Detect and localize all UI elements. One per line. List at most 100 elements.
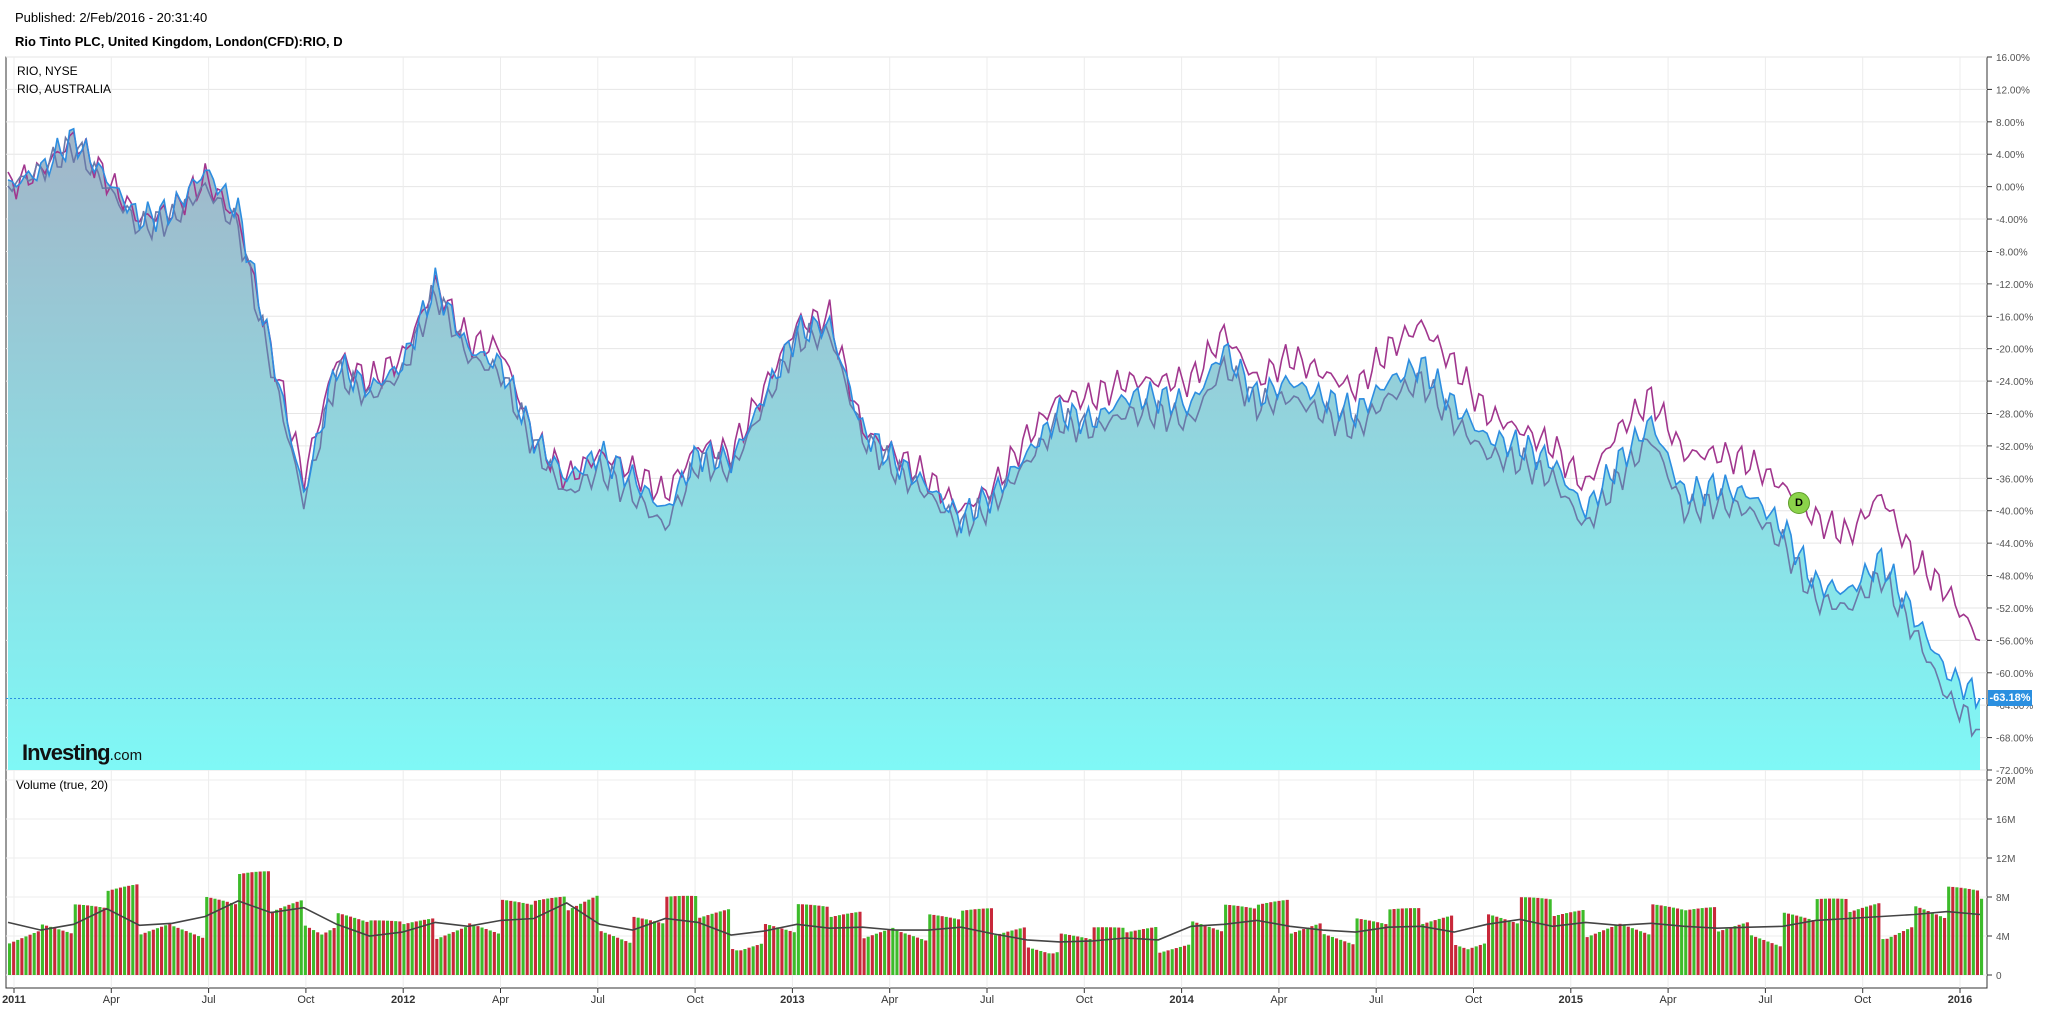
volume-bar <box>1733 926 1737 975</box>
volume-bar <box>94 906 98 975</box>
volume-bar <box>1491 915 1495 975</box>
volume-bar <box>1737 924 1741 975</box>
volume-bar <box>640 918 644 975</box>
volume-bar <box>1351 944 1355 975</box>
volume-bar <box>209 897 213 975</box>
volume-bar <box>390 920 394 975</box>
volume-bar <box>763 924 768 975</box>
volume-bar <box>1462 947 1466 975</box>
volume-bar <box>1515 923 1519 975</box>
volume-bar <box>837 915 841 975</box>
volume-indicator-title[interactable]: Volume (true, 20) <box>16 778 109 792</box>
volume-bar <box>1938 916 1943 975</box>
volume-bar <box>139 934 143 975</box>
volume-bar <box>574 905 579 975</box>
volume-bar <box>1663 906 1667 975</box>
volume-bar <box>213 898 217 975</box>
volume-bar <box>1971 889 1975 975</box>
volume-bar <box>373 920 377 975</box>
legend-rio-australia[interactable]: RIO, AUSTRALIA <box>17 82 112 96</box>
volume-bar <box>952 918 957 975</box>
volume-bar <box>291 903 295 975</box>
volume-bar <box>829 916 833 975</box>
volume-bar <box>1261 903 1265 975</box>
volume-bar <box>1273 901 1277 975</box>
volume-bar <box>1022 927 1026 975</box>
vol-tick-label: 4M <box>1996 932 2010 943</box>
volume-bar <box>1367 920 1371 975</box>
volume-bar <box>221 900 225 975</box>
volume-bar <box>476 926 480 975</box>
volume-bar <box>357 919 361 975</box>
time-x-axis: 2011 Apr Jul Oct 2012 Apr Jul Oct 2013 Apr Jul Oct 2… <box>2 988 1972 1006</box>
volume-bar <box>1339 939 1343 975</box>
volume-bar <box>110 889 114 975</box>
volume-bar <box>283 906 287 975</box>
y-tick-label: -20.00% <box>1996 345 2033 356</box>
x-tick-label: Jul <box>1758 994 1772 1006</box>
volume-bar <box>1647 934 1651 975</box>
volume-bar <box>1376 922 1380 975</box>
volume-bar <box>1852 910 1856 975</box>
volume-bar <box>1236 905 1240 975</box>
volume-bar <box>468 923 472 975</box>
x-tick-label: 2011 <box>2 994 26 1006</box>
investing-logo: Investing.com <box>22 740 142 766</box>
volume-bar <box>1121 927 1125 975</box>
volume-bar <box>1893 934 1897 975</box>
volume-bar <box>344 915 348 975</box>
volume-bar <box>102 907 106 975</box>
volume-bar <box>1597 931 1602 975</box>
volume-bar <box>653 921 657 975</box>
volume-bar <box>924 940 928 975</box>
legend-rio-nyse[interactable]: RIO, NYSE <box>17 64 78 78</box>
volume-bar <box>780 928 784 975</box>
volume-bar <box>866 936 870 975</box>
volume-bar <box>1006 931 1010 975</box>
volume-bar <box>1326 935 1330 975</box>
vol-tick-label: 8M <box>1996 893 2010 904</box>
volume-bar <box>1980 898 1984 975</box>
volume-bar <box>706 915 710 975</box>
volume-bar <box>1380 923 1384 975</box>
volume-bar <box>891 927 895 975</box>
volume-bar <box>1552 916 1556 975</box>
volume-bar <box>65 931 69 975</box>
volume-bar <box>932 914 936 975</box>
volume-bar <box>86 905 90 975</box>
volume-bar <box>1470 947 1474 975</box>
volume-bar <box>1848 911 1852 975</box>
volume-bar <box>1659 905 1663 975</box>
volume-bar <box>554 897 558 975</box>
volume-bar <box>348 916 353 975</box>
x-tick-label: Oct <box>1076 994 1093 1006</box>
volume-bar <box>570 908 574 975</box>
y-tick-label: -56.00% <box>1996 636 2033 647</box>
volume-bar <box>106 890 110 975</box>
volume-bar <box>1774 944 1778 975</box>
y-tick-label: 0.00% <box>1996 183 2024 194</box>
volume-bar <box>529 904 533 975</box>
volume-bar <box>279 908 283 975</box>
volume-bar <box>1466 949 1470 975</box>
volume-bar <box>1565 913 1569 975</box>
volume-bar <box>751 946 755 975</box>
volume-bar <box>1437 918 1441 975</box>
volume-bar <box>907 934 911 975</box>
volume-bar <box>324 932 328 975</box>
dividend-marker[interactable]: D <box>1788 492 1810 514</box>
volume-bar <box>776 927 780 975</box>
volume-bar <box>1277 900 1281 975</box>
volume-bar <box>28 934 32 975</box>
volume-bar <box>768 925 772 975</box>
volume-bar <box>1556 914 1560 975</box>
volume-bar <box>685 895 689 975</box>
volume-bar <box>1104 927 1109 975</box>
volume-bar <box>73 904 77 975</box>
volume-bar <box>427 919 431 975</box>
volume-bar <box>1815 899 1819 975</box>
volume-bar <box>1634 929 1639 975</box>
volume-moving-average <box>7 900 1981 943</box>
volume-bar <box>607 934 611 975</box>
